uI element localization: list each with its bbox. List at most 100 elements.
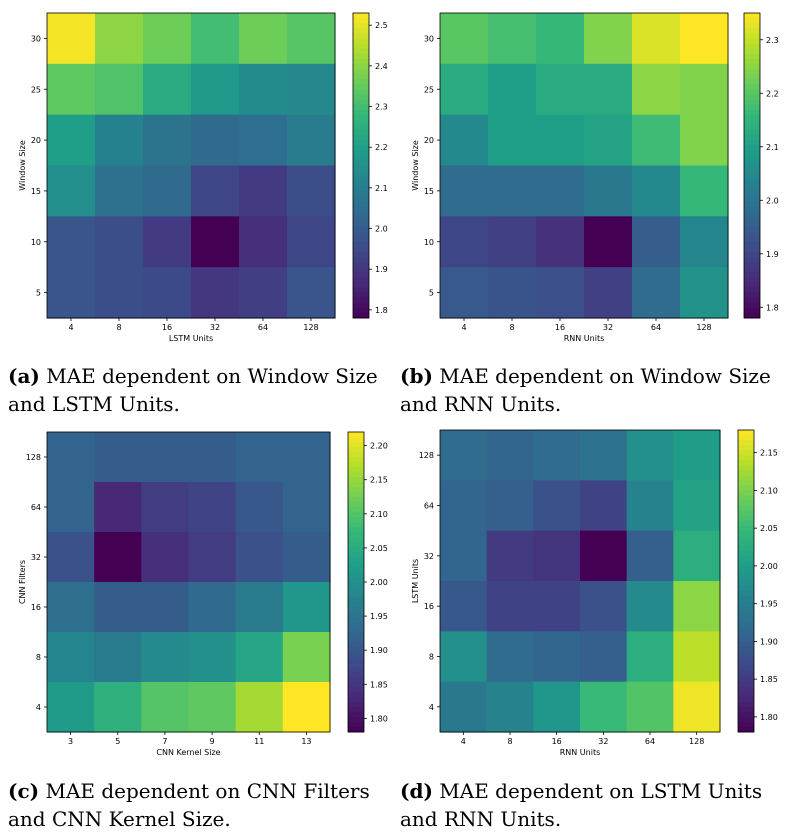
colorbar-segment [353,297,369,304]
colorbar-segment [348,712,364,718]
heatmap-cell [486,581,534,632]
heatmap-cell [632,267,681,319]
x-tick-label: 5 [115,737,120,746]
caption-b-tag: (b) [400,364,433,388]
heatmap-cell [440,480,488,532]
colorbar-segment [738,555,754,562]
heatmap-cell [584,13,633,65]
colorbar-segment [348,667,364,673]
colorbar-segment [744,165,760,172]
colorbar-segment [348,457,364,463]
colorbar-segment [348,572,364,578]
colorbar-segment [738,646,754,652]
colorbar-tick-label: 2.2 [375,143,388,152]
x-axis-label: CNN Kernel Size [156,748,220,757]
colorbar-segment [744,211,760,217]
heatmap-cell [143,114,192,167]
colorbar-segment [348,607,364,613]
colorbar-segment [353,94,369,100]
colorbar-segment [738,586,754,592]
heatmap-cell [536,13,585,65]
colorbar-segment [348,697,364,703]
heatmap-cell [235,682,284,733]
colorbar-segment [738,701,754,708]
colorbar-segment [353,58,369,65]
heatmap-cell [440,681,488,733]
plot-frame [439,429,721,733]
heatmap-cell [143,63,192,116]
colorbar-segment [353,226,369,233]
colorbar-segment [353,307,369,314]
colorbar-segment [348,477,364,483]
heatmap-panel-d: 4 8 16 32 64 128 128 64 32 16 8 4 RNN Units LSTM Unit… [411,429,778,757]
heatmap-cell [191,63,240,116]
colorbar-segment [738,545,754,552]
heatmap-cell [235,432,284,483]
colorbar-segment [738,465,754,471]
x-tick-label: 13 [301,737,311,746]
colorbar-segment [738,636,754,642]
colorbar-segment [744,262,760,268]
y-axis-label: LSTM Units [411,559,420,603]
heatmap-cell [141,482,190,533]
heatmap-cell [47,165,96,217]
colorbar-segment [348,587,364,593]
colorbar-segment [744,124,760,131]
colorbar-segment [353,89,369,95]
heatmap-cell [282,532,331,583]
colorbar-segment [738,515,754,522]
colorbar: 2.20 2.15 2.10 2.05 2.00 1.95 1.90 1.85 1.80 [347,431,388,733]
colorbar-segment [744,48,760,55]
heatmap-cell [626,681,674,733]
colorbar-segment [353,221,369,227]
colorbar-segment [348,707,364,713]
y-tick-label: 4 [429,703,434,712]
heatmap-cell [673,681,721,733]
colorbar-segment [738,500,754,506]
colorbar-segment [348,682,364,688]
heatmap-cell [488,216,537,268]
heatmap-cell [191,114,240,167]
colorbar-segment [348,702,364,708]
colorbar-segment [744,140,760,146]
colorbar-segment [348,652,364,658]
y-tick-label: 16 [31,603,41,612]
colorbar-segment [353,129,369,136]
plot-frame [46,431,331,733]
colorbar-segment [353,43,369,50]
colorbar-segment [348,602,364,608]
colorbar-segment [744,58,760,65]
colorbar-segment [738,581,754,587]
colorbar-segment [348,562,364,568]
heatmap-cell [486,631,534,683]
colorbar-segment [348,507,364,513]
colorbar-segment [353,119,369,126]
colorbar-segment [744,145,760,151]
colorbar-segment [738,540,754,547]
colorbar-segment [353,84,369,90]
colorbar-segment [738,706,754,713]
heatmap-cell [141,682,190,733]
colorbar-segment [348,532,364,538]
heatmap-cell [287,267,336,319]
heatmap-cell [191,165,240,217]
heatmap-cell [486,430,534,481]
colorbar-segment [738,480,754,486]
colorbar-frame [743,12,761,319]
colorbar-segment [744,74,760,80]
colorbar-segment [353,201,369,207]
caption-c-text: MAE dependent on CNN Filters and CNN Ker… [8,779,370,831]
x-tick-label: 4 [68,323,73,332]
colorbar-segment [348,657,364,663]
colorbar-segment [738,656,754,663]
heatmap-cell [536,165,585,217]
colorbar-segment [353,145,369,151]
y-tick-label: 25 [424,85,434,94]
heatmap-cell [188,682,237,733]
colorbar-segment [353,180,369,187]
x-tick-label: 8 [116,323,121,332]
colorbar-segment [348,472,364,478]
caption-d-text: MAE dependent on LSTM Units and RNN Unit… [400,779,763,831]
colorbar-segment [738,505,754,512]
